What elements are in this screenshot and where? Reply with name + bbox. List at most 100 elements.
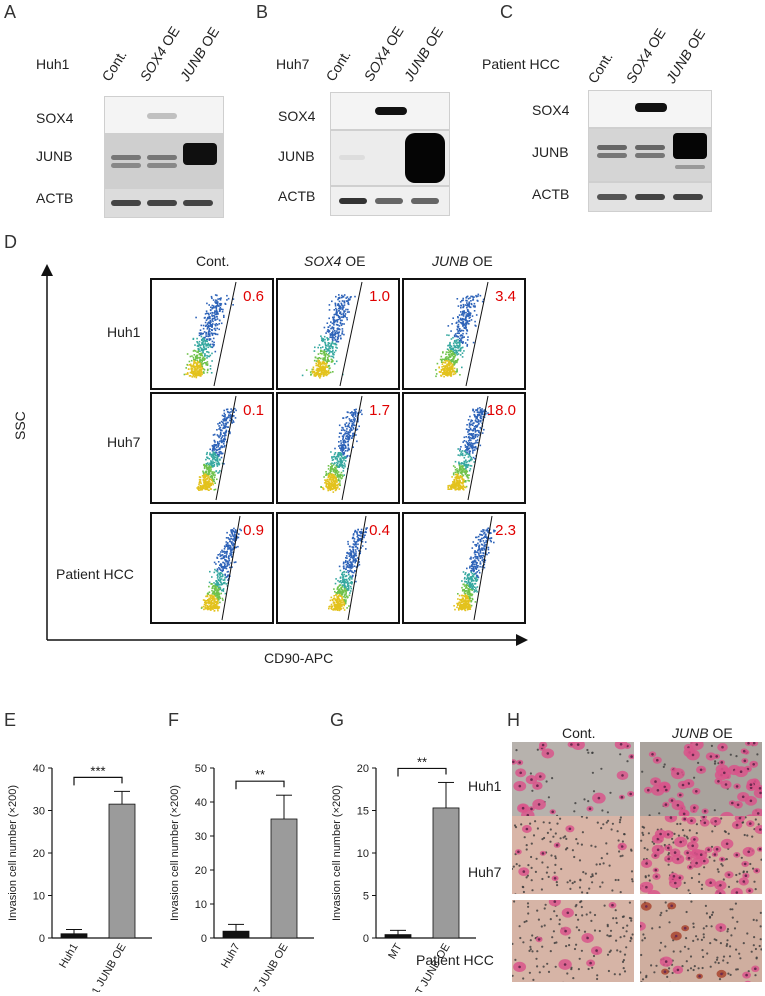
invasion-micrograph bbox=[640, 742, 762, 820]
category-label: Huh7 JUNB OE bbox=[242, 942, 291, 993]
band bbox=[147, 113, 177, 119]
category-label: MT bbox=[386, 941, 404, 961]
micrograph-image bbox=[512, 742, 634, 820]
invasion-micrograph bbox=[512, 900, 634, 982]
band bbox=[411, 198, 439, 204]
flow-plot: 1.0 bbox=[276, 278, 400, 390]
category-label: Huh7 bbox=[219, 942, 243, 971]
row-label: ACTB bbox=[36, 190, 74, 206]
flow-plot: 2.3 bbox=[402, 512, 526, 624]
column-header: JUNB OE bbox=[672, 725, 733, 741]
y-tick-label: 10 bbox=[357, 848, 369, 860]
panel-label-e: E bbox=[4, 710, 17, 730]
blot-strip bbox=[104, 96, 224, 134]
band bbox=[375, 198, 403, 204]
band bbox=[147, 155, 177, 160]
row-label: Huh1 bbox=[107, 324, 141, 340]
micrograph-image bbox=[512, 816, 634, 894]
flow-plot: 0.4 bbox=[276, 512, 400, 624]
density-scatter bbox=[301, 281, 363, 387]
blot-strip bbox=[330, 186, 450, 216]
significance-bracket bbox=[235, 780, 285, 790]
density-scatter bbox=[183, 281, 237, 387]
y-tick-label: 0 bbox=[201, 933, 207, 945]
y-axis-label: Invasion cell number (×200) bbox=[331, 785, 343, 921]
density-scatter bbox=[328, 515, 368, 621]
panel-label-h: H bbox=[507, 710, 520, 730]
panel-label-f: F bbox=[168, 710, 179, 730]
blot-strip bbox=[104, 134, 224, 188]
invasion-micrograph bbox=[512, 742, 634, 820]
invasion-micrograph bbox=[640, 900, 762, 982]
band bbox=[635, 194, 665, 200]
flow-plot: 0.6 bbox=[150, 278, 274, 390]
significance-bracket bbox=[397, 767, 447, 777]
cell-line-label: Huh7 bbox=[276, 56, 310, 72]
x-axis-label: CD90-APC bbox=[264, 650, 334, 666]
y-tick-label: 40 bbox=[195, 797, 207, 809]
micrograph-image bbox=[641, 742, 762, 820]
band bbox=[375, 107, 407, 115]
micrograph-image bbox=[512, 900, 634, 982]
bar bbox=[108, 803, 136, 939]
y-tick-label: 40 bbox=[33, 763, 45, 775]
density-scatter bbox=[200, 515, 242, 621]
blot-strip bbox=[330, 92, 450, 130]
gate-percentage: 0.6 bbox=[243, 288, 264, 305]
column-header: Cont. bbox=[196, 253, 230, 269]
column-header: JUNB OE bbox=[432, 253, 493, 269]
bar-chart-e: Invasion cell number (×200) 0 10 20 30 40 Huh1… bbox=[7, 763, 152, 992]
column-header: SOX4 OE bbox=[304, 253, 366, 269]
panel-label-c: C bbox=[500, 2, 513, 22]
gate-percentage: 3.4 bbox=[495, 288, 516, 305]
gate-percentage: 0.9 bbox=[243, 522, 264, 539]
band bbox=[147, 163, 177, 168]
flow-plot: 0.9 bbox=[150, 512, 274, 624]
band bbox=[111, 155, 141, 160]
band bbox=[111, 200, 141, 206]
y-tick-label: 50 bbox=[195, 763, 207, 775]
band bbox=[597, 194, 627, 200]
bar bbox=[432, 807, 460, 939]
y-tick-label: 0 bbox=[363, 933, 369, 945]
y-tick-label: 15 bbox=[357, 806, 369, 818]
y-tick-label: 5 bbox=[363, 891, 369, 903]
row-label: Patient HCC bbox=[416, 952, 494, 968]
column-header: Cont. bbox=[562, 725, 596, 741]
y-axis-label: Invasion cell number (×200) bbox=[169, 785, 181, 921]
blot-strip bbox=[588, 128, 712, 182]
band bbox=[635, 145, 665, 150]
category-label: Huh1 bbox=[57, 942, 81, 971]
invasion-micrograph bbox=[512, 816, 634, 894]
gate-percentage: 1.0 bbox=[369, 288, 390, 305]
band bbox=[597, 153, 627, 158]
y-tick-label: 30 bbox=[195, 831, 207, 843]
band bbox=[635, 153, 665, 158]
row-label: Huh1 bbox=[468, 778, 502, 794]
y-tick-label: 30 bbox=[33, 806, 45, 818]
y-tick-label: 20 bbox=[195, 865, 207, 877]
band bbox=[635, 103, 667, 112]
flow-plot: 3.4 bbox=[402, 278, 526, 390]
panel-label-g: G bbox=[330, 710, 345, 730]
band bbox=[183, 200, 213, 206]
bar bbox=[270, 818, 298, 939]
band bbox=[597, 145, 627, 150]
row-label: Huh7 bbox=[107, 434, 141, 450]
row-label: JUNB bbox=[36, 148, 73, 164]
row-label: SOX4 bbox=[36, 110, 74, 126]
row-label: ACTB bbox=[278, 188, 316, 204]
row-label: SOX4 bbox=[278, 108, 316, 124]
band bbox=[673, 194, 703, 200]
band bbox=[339, 198, 367, 204]
significance-stars: ** bbox=[255, 767, 265, 782]
blot-strip bbox=[588, 90, 712, 128]
gate-percentage: 2.3 bbox=[495, 522, 516, 539]
row-label: Huh7 bbox=[468, 864, 502, 880]
y-tick-label: 10 bbox=[33, 891, 45, 903]
band bbox=[673, 133, 707, 159]
bar bbox=[384, 934, 412, 939]
blot-strip bbox=[330, 130, 450, 186]
row-label: ACTB bbox=[532, 186, 570, 202]
